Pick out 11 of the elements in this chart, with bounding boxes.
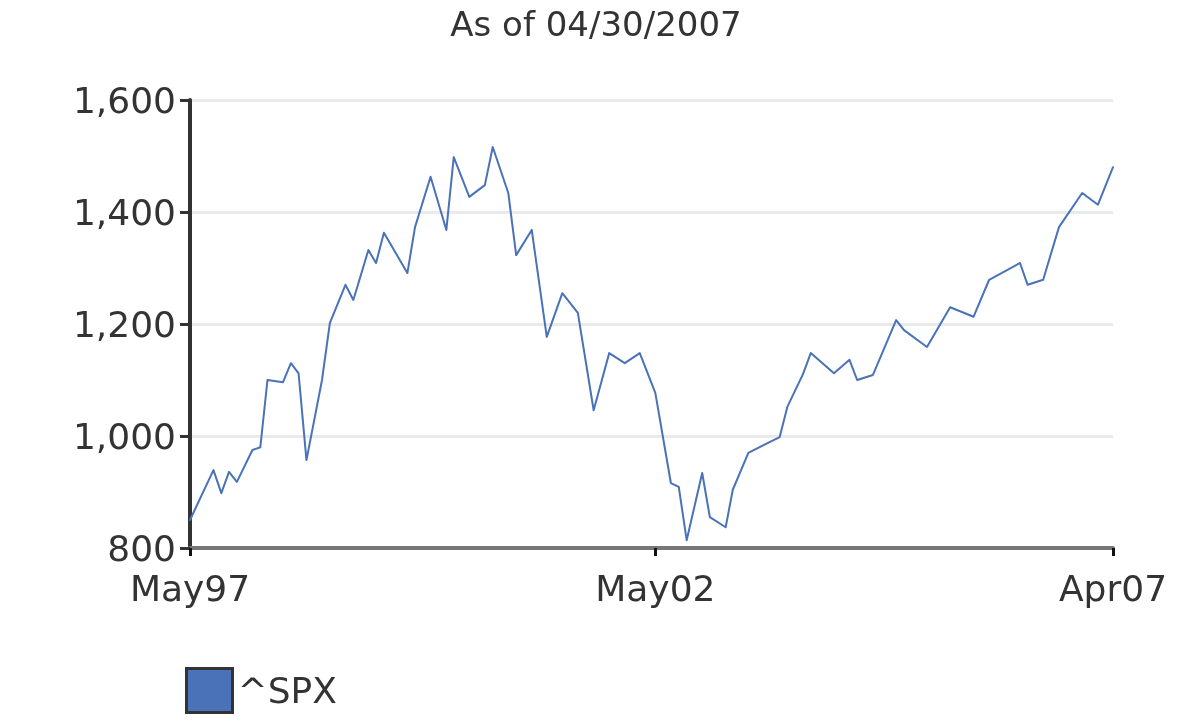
x-tick-label: May02 — [595, 567, 716, 609]
line-series — [189, 146, 1114, 542]
y-tick-label: 1,000 — [72, 415, 176, 457]
x-tick-label: Apr07 — [1058, 567, 1168, 609]
legend-label: ^SPX — [237, 670, 337, 711]
y-tick-label: 800 — [107, 527, 176, 569]
y-tick-label: 1,400 — [72, 191, 176, 233]
y-tick-label: 1,600 — [72, 79, 176, 121]
chart-title: As of 04/30/2007 — [450, 4, 742, 44]
y-tick-label: 1,200 — [72, 303, 176, 345]
x-tick-label: May97 — [129, 567, 251, 609]
